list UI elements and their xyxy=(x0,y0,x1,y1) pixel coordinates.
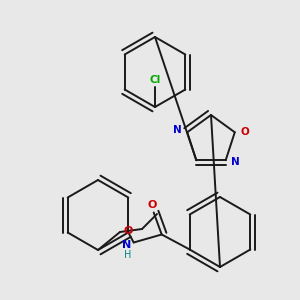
Text: Cl: Cl xyxy=(149,75,161,85)
Text: N: N xyxy=(231,157,239,167)
Text: O: O xyxy=(147,200,156,209)
Text: O: O xyxy=(123,226,132,236)
Text: N: N xyxy=(173,125,182,135)
Text: O: O xyxy=(241,127,250,137)
Text: H: H xyxy=(124,250,131,260)
Text: N: N xyxy=(122,241,131,250)
